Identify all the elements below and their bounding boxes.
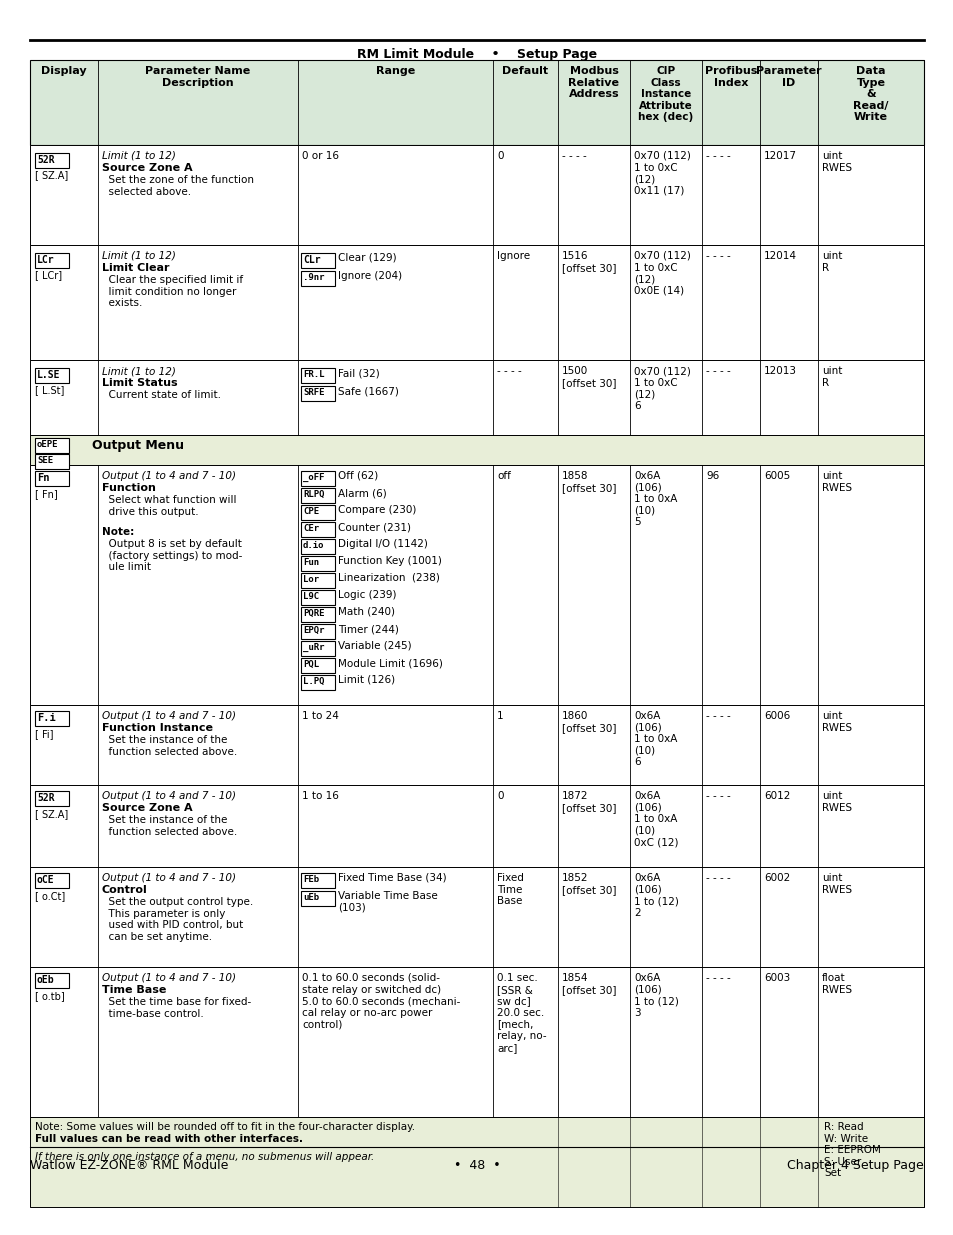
Text: Note:: Note: [102, 527, 134, 537]
Text: Output (1 to 4 and 7 - 10): Output (1 to 4 and 7 - 10) [102, 973, 235, 983]
Text: Compare (230): Compare (230) [337, 505, 416, 515]
Text: Function Key (1001): Function Key (1001) [337, 556, 441, 566]
Text: uint
R: uint R [821, 366, 841, 388]
Text: CIP
Class
Instance
Attribute
hex (dec): CIP Class Instance Attribute hex (dec) [638, 65, 693, 122]
Text: Fail (32): Fail (32) [337, 368, 379, 378]
Text: - - - -: - - - - [705, 790, 730, 802]
Text: 52R: 52R [37, 793, 54, 803]
Bar [301, 590, 335, 605]
Text: Lor: Lor [303, 576, 319, 584]
Text: Limit Status: Limit Status [102, 378, 177, 388]
Text: PQL: PQL [303, 659, 319, 669]
Text: Alarm (6): Alarm (6) [337, 488, 386, 498]
Text: Control: Control [102, 885, 148, 895]
Text: PQRE: PQRE [303, 609, 324, 618]
Text: 6012: 6012 [763, 790, 789, 802]
Text: FEb: FEb [303, 876, 319, 884]
Text: oCE: oCE [37, 876, 54, 885]
Text: Safe (1667): Safe (1667) [337, 387, 398, 396]
Bar [301, 538, 335, 555]
Text: 6003: 6003 [763, 973, 789, 983]
Text: - - - -: - - - - [705, 251, 730, 261]
Bar [35, 873, 69, 888]
Text: - - - -: - - - - [705, 973, 730, 983]
Text: - - - -: - - - - [705, 151, 730, 161]
Text: Off (62): Off (62) [337, 471, 377, 480]
Text: CPE: CPE [303, 508, 319, 516]
Text: float
RWES: float RWES [821, 973, 851, 994]
Text: LCr: LCr [37, 254, 54, 266]
Text: [ L.St]: [ L.St] [35, 385, 64, 395]
Bar [30, 967, 923, 1116]
Text: Range: Range [375, 65, 415, 77]
Text: 0x70 (112)
1 to 0xC
(12)
6: 0x70 (112) 1 to 0xC (12) 6 [634, 366, 690, 411]
Bar [35, 438, 69, 453]
Text: Select what function will
  drive this output.: Select what function will drive this out… [102, 495, 236, 516]
Text: 1516
[offset 30]: 1516 [offset 30] [561, 251, 616, 273]
Bar [301, 270, 335, 287]
Text: _uRr: _uRr [303, 643, 324, 652]
Bar [301, 471, 335, 487]
Text: Default: Default [502, 65, 548, 77]
Text: uint
RWES: uint RWES [821, 790, 851, 813]
Text: [ o.Ct]: [ o.Ct] [35, 890, 65, 902]
Text: 1: 1 [497, 711, 503, 721]
Text: Parameter
ID: Parameter ID [756, 65, 821, 88]
Text: 0x70 (112)
1 to 0xC
(12)
0x11 (17): 0x70 (112) 1 to 0xC (12) 0x11 (17) [634, 151, 690, 196]
Text: - - - -: - - - - [705, 711, 730, 721]
Bar [35, 253, 69, 268]
Text: 0x6A
(106)
1 to 0xA
(10)
5: 0x6A (106) 1 to 0xA (10) 5 [634, 471, 677, 527]
Text: Linearization  (238): Linearization (238) [337, 573, 439, 583]
Bar [301, 368, 335, 383]
Text: Output (1 to 4 and 7 - 10): Output (1 to 4 and 7 - 10) [102, 873, 235, 883]
Text: Time Base: Time Base [102, 986, 166, 995]
Text: Watlow EZ-ZONE® RML Module: Watlow EZ-ZONE® RML Module [30, 1158, 228, 1172]
Text: Display: Display [41, 65, 87, 77]
Text: CLr: CLr [303, 254, 320, 266]
Text: Output (1 to 4 and 7 - 10): Output (1 to 4 and 7 - 10) [102, 471, 235, 480]
Text: 52R: 52R [37, 156, 54, 165]
Text: Timer (244): Timer (244) [337, 624, 398, 634]
Text: [ Fi]: [ Fi] [35, 729, 53, 739]
Bar [35, 454, 69, 469]
Text: 1854
[offset 30]: 1854 [offset 30] [561, 973, 616, 994]
Bar [301, 641, 335, 656]
Text: Source Zone A: Source Zone A [102, 163, 193, 173]
Text: SEE: SEE [37, 456, 53, 466]
Text: Fn: Fn [37, 473, 50, 483]
Text: Note: Some values will be rounded off to fit in the four-character display.: Note: Some values will be rounded off to… [35, 1123, 415, 1132]
Text: uint
RWES: uint RWES [821, 873, 851, 894]
Text: Math (240): Math (240) [337, 606, 395, 618]
Text: Output (1 to 4 and 7 - 10): Output (1 to 4 and 7 - 10) [102, 711, 235, 721]
Text: Variable (245): Variable (245) [337, 641, 411, 651]
Text: 1858
[offset 30]: 1858 [offset 30] [561, 471, 616, 493]
Text: 0x6A
(106)
1 to 0xA
(10)
6: 0x6A (106) 1 to 0xA (10) 6 [634, 711, 677, 767]
Text: uint
R: uint R [821, 251, 841, 273]
Text: 1872
[offset 30]: 1872 [offset 30] [561, 790, 616, 813]
Text: 0x6A
(106)
1 to (12)
2: 0x6A (106) 1 to (12) 2 [634, 873, 679, 918]
Bar [301, 253, 335, 268]
Text: Set the time base for fixed-
  time-base control.: Set the time base for fixed- time-base c… [102, 997, 251, 1019]
Text: R: Read
W: Write
E: EEPROM
S: User
Set: R: Read W: Write E: EEPROM S: User Set [823, 1123, 880, 1178]
Text: [ SZ.A]: [ SZ.A] [35, 809, 69, 819]
Text: 0x6A
(106)
1 to 0xA
(10)
0xC (12): 0x6A (106) 1 to 0xA (10) 0xC (12) [634, 790, 678, 847]
Text: 0: 0 [497, 790, 503, 802]
Text: F.i: F.i [37, 713, 55, 722]
Text: 1 to 24: 1 to 24 [302, 711, 338, 721]
Text: d.io: d.io [303, 541, 324, 550]
Bar [301, 522, 335, 537]
Text: Digital I/O (1142): Digital I/O (1142) [337, 538, 428, 550]
Bar [35, 790, 69, 806]
Text: 0 or 16: 0 or 16 [302, 151, 338, 161]
Text: 6002: 6002 [763, 873, 789, 883]
Text: L9C: L9C [303, 592, 319, 601]
Text: Set the instance of the
  function selected above.: Set the instance of the function selecte… [102, 815, 237, 836]
Text: 1852
[offset 30]: 1852 [offset 30] [561, 873, 616, 894]
Bar [35, 153, 69, 168]
Text: Chapter 4 Setup Page: Chapter 4 Setup Page [786, 1158, 923, 1172]
Text: Full values can be read with other interfaces.: Full values can be read with other inter… [35, 1134, 303, 1144]
Text: oEPE: oEPE [37, 440, 58, 450]
Text: FR.L: FR.L [303, 370, 324, 379]
Text: 0x6A
(106)
1 to (12)
3: 0x6A (106) 1 to (12) 3 [634, 973, 679, 1018]
Bar [30, 245, 923, 359]
